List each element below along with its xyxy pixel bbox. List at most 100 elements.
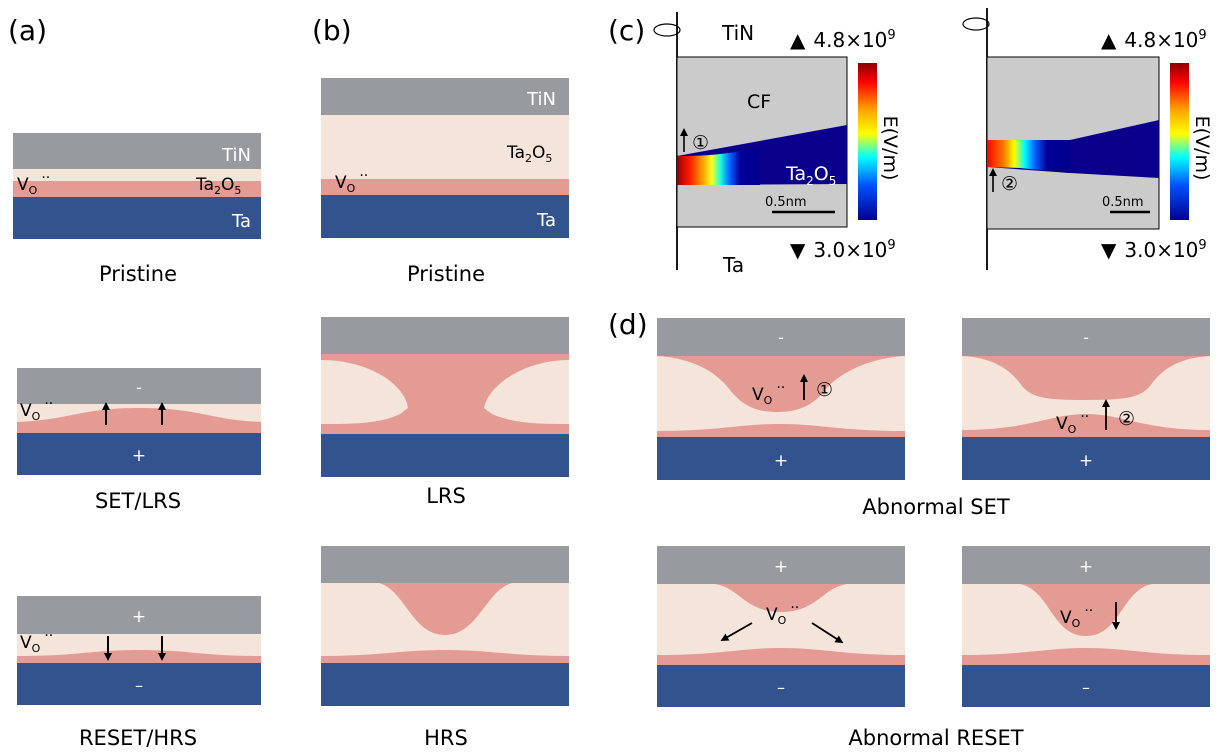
tin-layer bbox=[17, 596, 261, 634]
marker-one: ① bbox=[816, 379, 833, 401]
b-lrs-stack bbox=[321, 317, 569, 477]
caption-a-pristine: Pristine bbox=[99, 262, 177, 286]
vacancy-layer bbox=[17, 650, 261, 664]
c-sim-left: TiN CF Ta2O5 Ta ① 0.5nm E(V/m) ▲ 4.8×109 … bbox=[653, 12, 901, 277]
colorbar-min: ▼ 3.0×109 bbox=[790, 238, 896, 262]
scale-label: 0.5nm bbox=[765, 195, 807, 210]
ta-label: Ta bbox=[722, 253, 744, 277]
oxide-layer bbox=[321, 115, 569, 179]
ta-layer bbox=[657, 437, 905, 480]
a-pristine-stack: TiN Ta Ta2O5 VO·· bbox=[13, 133, 261, 239]
panel-label-c: (c) bbox=[608, 14, 645, 47]
diagonal-arrow bbox=[720, 622, 753, 641]
b-hrs-stack bbox=[321, 546, 569, 706]
rotation-axis-icon bbox=[962, 17, 990, 31]
ta-layer bbox=[17, 663, 261, 705]
tin-layer bbox=[321, 317, 569, 354]
vo-label: VO·· bbox=[766, 600, 799, 627]
marker-one: ① bbox=[692, 132, 709, 154]
caption-b-hrs: HRS bbox=[424, 726, 468, 750]
polarity-plus: + bbox=[774, 557, 788, 577]
ta-label: Ta bbox=[536, 210, 556, 231]
vacancy-layer bbox=[657, 648, 905, 666]
polarity-minus: - bbox=[778, 328, 784, 347]
caption-a-reset: RESET/HRS bbox=[79, 726, 197, 750]
tin-layer bbox=[657, 546, 905, 584]
vacancy-bulge bbox=[17, 408, 261, 434]
d-set-1-stack: - + VO·· ① bbox=[657, 318, 905, 480]
vo-label: VO·· bbox=[17, 170, 50, 197]
colorbar-label: E(V/m) bbox=[1191, 116, 1213, 181]
tin-label: TiN bbox=[221, 145, 251, 166]
cf-region bbox=[677, 148, 760, 185]
c-sim-right: ② 0.5nm E(V/m) ▲ 4.8×109 ▼ 3.0×109 bbox=[962, 8, 1213, 270]
ta2o5-label: Ta2O5 bbox=[785, 163, 836, 188]
colorbar bbox=[1170, 63, 1189, 220]
vacancy-layer bbox=[962, 648, 1210, 666]
ta2o5-label: Ta2O5 bbox=[195, 175, 241, 197]
ta2o5-label: Ta2O5 bbox=[506, 143, 552, 165]
polarity-minus: – bbox=[777, 678, 785, 697]
polarity-minus: – bbox=[1082, 678, 1090, 697]
tin-label: TiN bbox=[526, 89, 556, 110]
vo-label: VO·· bbox=[20, 396, 53, 423]
marker-two: ② bbox=[1001, 173, 1018, 195]
tin-layer bbox=[321, 78, 569, 115]
oxide-layer bbox=[13, 169, 261, 181]
polarity-plus: + bbox=[774, 451, 788, 471]
d-reset-1-stack: + – VO·· bbox=[657, 546, 905, 707]
tin-layer bbox=[657, 318, 905, 356]
vo-label: VO·· bbox=[752, 380, 785, 407]
ta-layer bbox=[17, 433, 261, 475]
panel-label-b: (b) bbox=[312, 14, 352, 47]
colorbar-min: ▼ 3.0×109 bbox=[1101, 238, 1207, 262]
colorbar-max: ▲ 4.8×109 bbox=[1101, 28, 1207, 52]
panel-label-a: (a) bbox=[8, 14, 47, 47]
tin-label: TiN bbox=[721, 21, 754, 45]
polarity-minus: - bbox=[136, 378, 142, 397]
vacancy-layer bbox=[321, 650, 569, 664]
vo-label: VO·· bbox=[1056, 409, 1089, 436]
polarity-minus: – bbox=[135, 676, 143, 695]
ta-layer bbox=[321, 434, 569, 477]
ta-layer bbox=[321, 195, 569, 238]
vacancy-layer bbox=[321, 179, 569, 195]
a-reset-stack: + – VO·· bbox=[17, 596, 261, 705]
caption-d-reset: Abnormal RESET bbox=[848, 726, 1023, 750]
vo-label: VO·· bbox=[1060, 603, 1093, 630]
rotation-axis-icon bbox=[653, 23, 681, 37]
cf-region bbox=[987, 140, 1070, 173]
filament bbox=[657, 356, 905, 412]
vo-label: VO·· bbox=[20, 628, 53, 655]
b-pristine-stack: TiN Ta Ta2O5 VO·· bbox=[321, 78, 569, 238]
d-reset-2-stack: + – VO·· bbox=[962, 546, 1210, 707]
vo-label: VO·· bbox=[335, 168, 368, 195]
tin-layer bbox=[962, 546, 1210, 584]
polarity-plus: + bbox=[132, 607, 146, 627]
tin-layer bbox=[17, 368, 261, 404]
oxide-right bbox=[484, 360, 569, 424]
ta-layer bbox=[657, 665, 905, 707]
polarity-plus: + bbox=[132, 446, 146, 466]
ta-layer bbox=[13, 197, 261, 239]
panel-label-d: (d) bbox=[608, 308, 648, 341]
filament bbox=[962, 356, 1210, 400]
scale-label: 0.5nm bbox=[1102, 195, 1144, 210]
vacancy-layer bbox=[13, 181, 261, 197]
vacancy-layer bbox=[962, 414, 1210, 438]
d-set-2-stack: - + VO·· ② bbox=[962, 318, 1210, 480]
caption-a-set: SET/LRS bbox=[95, 489, 181, 513]
ta-label: Ta bbox=[231, 211, 251, 232]
a-set-stack: - + VO·· bbox=[17, 368, 261, 475]
marker-two: ② bbox=[1118, 408, 1135, 430]
tin-layer bbox=[13, 133, 261, 169]
cf-label: CF bbox=[747, 91, 771, 113]
filament-remnant bbox=[1020, 584, 1152, 636]
colorbar-label: E(V/m) bbox=[879, 116, 901, 181]
caption-d-set: Abnormal SET bbox=[862, 495, 1010, 519]
oxide-left bbox=[321, 360, 408, 424]
tin-layer bbox=[962, 318, 1210, 356]
vacancy-layer bbox=[657, 424, 905, 438]
